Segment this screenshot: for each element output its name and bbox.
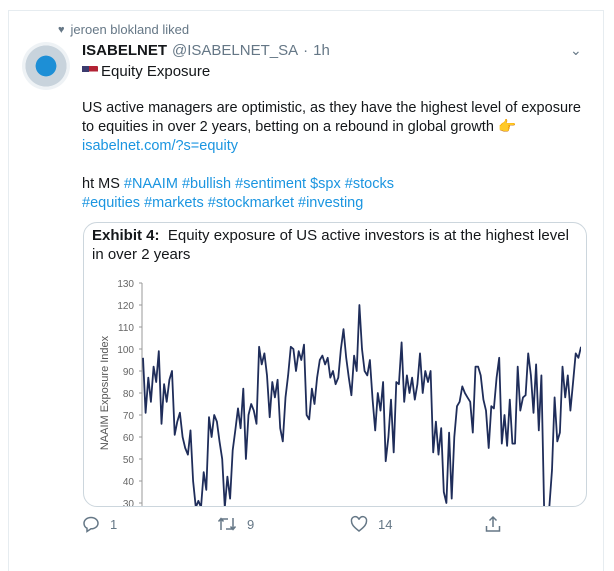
heart-icon: ♥: [58, 23, 65, 36]
cashtag[interactable]: $spx: [310, 176, 341, 192]
reply-icon: [83, 516, 99, 533]
chart-title-text: Equity exposure of US active investors i…: [92, 227, 569, 263]
tweet-text: US active managers are optimistic, as th…: [82, 99, 602, 213]
retweet-icon: [217, 517, 237, 531]
y-tick-label: 70: [123, 411, 135, 422]
tweet-line: to equities in over 2 years, betting on …: [82, 119, 494, 135]
social-context: ♥ jeroen blokland liked: [58, 22, 189, 37]
hashtag[interactable]: #bullish: [181, 176, 232, 192]
tweet-actions: 1 9 14: [82, 515, 522, 535]
avatar[interactable]: [22, 42, 70, 90]
y-tick-label: 130: [117, 279, 134, 290]
line-chart: NAAIM Exposure Index 130 120 110 100 90 80 70 6…: [99, 279, 581, 506]
display-name[interactable]: ISABELNET: [82, 42, 168, 59]
tweet-image[interactable]: Exhibit 4: Equity exposure of US active …: [83, 222, 587, 507]
reply-count: 1: [110, 516, 118, 532]
y-tick-label: 60: [123, 433, 135, 444]
hashtag[interactable]: #NAAIM: [123, 176, 178, 192]
y-tick-label: 40: [123, 477, 135, 488]
chevron-down-icon[interactable]: ⌄: [570, 42, 582, 58]
y-tick-label: 100: [117, 345, 134, 356]
like-button[interactable]: 14: [350, 515, 392, 533]
share-button[interactable]: [484, 515, 502, 533]
y-axis-label: NAAIM Exposure Index: [99, 335, 111, 450]
heart-icon: [350, 515, 368, 532]
tweet-header: ISABELNET @ISABELNET_SA · 1h: [82, 42, 330, 59]
reply-button[interactable]: 1: [82, 515, 117, 533]
hashtag[interactable]: #markets: [144, 195, 204, 211]
hashtag[interactable]: #stockmarket: [207, 195, 294, 211]
share-icon: [485, 515, 501, 532]
hashtag[interactable]: #equities: [82, 195, 141, 211]
y-tick-label: 90: [123, 367, 135, 378]
subject-text: Equity Exposure: [101, 63, 211, 80]
retweet-button[interactable]: 9: [217, 515, 254, 533]
social-context-text[interactable]: jeroen blokland liked: [70, 22, 190, 37]
hashtag[interactable]: #sentiment: [235, 176, 307, 192]
y-tick-label: 120: [117, 301, 134, 312]
ht-text: ht MS: [82, 176, 120, 192]
tweet-subject: Equity Exposure: [82, 63, 210, 80]
y-tick-label: 50: [123, 455, 135, 466]
like-count: 14: [378, 516, 393, 532]
hashtag[interactable]: #investing: [298, 195, 364, 211]
y-tick-label: 110: [118, 323, 134, 334]
series-line: [142, 304, 581, 506]
chart-title: Exhibit 4: Equity exposure of US active …: [92, 226, 582, 264]
timeline-frame: [8, 10, 604, 571]
tweet-link[interactable]: isabelnet.com/?s=equity: [82, 138, 238, 154]
chart-title-bold: Exhibit 4:: [92, 227, 160, 244]
y-tick-label: 30: [123, 499, 135, 506]
hashtag[interactable]: #stocks: [344, 176, 394, 192]
timestamp[interactable]: 1h: [313, 42, 330, 59]
retweet-count: 9: [247, 516, 255, 532]
us-flag-icon: [82, 66, 98, 77]
separator: ·: [303, 42, 309, 59]
pointing-emoji: 👉: [497, 119, 516, 135]
handle[interactable]: @ISABELNET_SA: [172, 42, 299, 59]
tweet-line: US active managers are optimistic, as th…: [82, 100, 581, 116]
y-tick-label: 80: [123, 389, 135, 400]
